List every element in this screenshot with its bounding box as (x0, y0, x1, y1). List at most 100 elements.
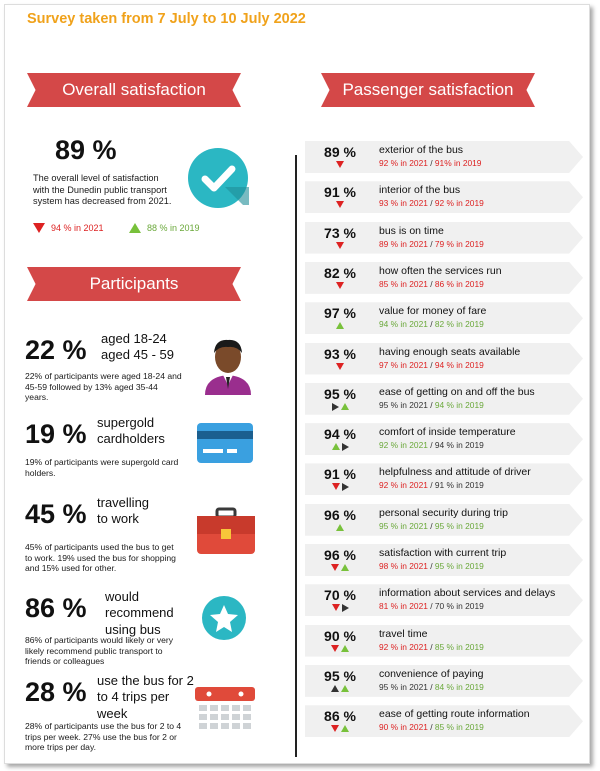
separator: / (427, 722, 435, 733)
row-comparison: 95 % in 2021 / 95 % in 2019 (379, 521, 484, 531)
decrease-icon (331, 644, 339, 652)
row-comparison: 92 % in 2021 / 94 % in 2019 (379, 440, 484, 450)
row-label: information about services and delays (379, 587, 556, 600)
no-change-icon (341, 483, 349, 492)
increase-icon (340, 402, 349, 410)
row-value: 96 % (324, 506, 356, 523)
comparison-2021: 97 % in 2021 (379, 359, 428, 370)
comparison-2021: 95 % in 2021 (379, 399, 428, 410)
satisfaction-row: 89 % exterior of the bus 92 % in 2021 / 91… (305, 141, 583, 173)
participant-label: aged 18-24 aged 45 - 59 (101, 331, 175, 363)
increase-icon (331, 443, 340, 451)
row-comparison: 89 % in 2021 / 79 % in 2019 (379, 239, 484, 249)
participant-text: 22% of participants were aged 18-24 and … (25, 371, 182, 403)
comparison-2019: 82 % in 2019 (434, 319, 484, 330)
satisfaction-row: 94 % comfort of inside temperature 92 % in… (305, 423, 583, 456)
overall-value: 89 % (55, 135, 117, 165)
calendar-icon (195, 681, 255, 742)
decrease-icon (331, 564, 339, 571)
row-value: 97 % (324, 305, 356, 322)
row-background (305, 463, 583, 496)
row-background (305, 261, 583, 294)
increase-icon (129, 223, 141, 233)
trend-indicators (323, 322, 357, 330)
separator: / (427, 440, 435, 451)
trend-indicators (323, 604, 357, 613)
row-comparison: 97 % in 2021 / 94 % in 2019 (379, 360, 484, 370)
decrease-icon (33, 223, 45, 233)
comparison-2019: 95 % in 2019 (434, 561, 484, 571)
decrease-icon (336, 362, 344, 370)
row-value: 91 % (324, 184, 356, 201)
row-comparison: 92 % in 2021 / 91 % in 2019 (379, 480, 484, 490)
no-change-icon (341, 443, 349, 452)
comparison-2019: 92 % in 2019 (434, 198, 484, 209)
comparison-2021: 94 % in 2021 (379, 319, 428, 330)
star-icon (201, 595, 247, 646)
satisfaction-row: 91 % interior of the bus 93 % in 2021 / 92… (305, 181, 583, 214)
participant-text: 45% of participants used the bus to get … (25, 542, 176, 574)
comparison-2019: 94 % in 2019 (434, 440, 484, 451)
participant-label: use the bus for 2 to 4 trips per week (97, 673, 194, 721)
separator: / (427, 520, 435, 531)
comparison-2019: 86 % in 2019 (434, 278, 484, 289)
row-background (305, 705, 583, 738)
satisfaction-row: 97 % value for money of fare 94 % in 2021 … (305, 302, 583, 335)
row-label: personal security during trip (379, 506, 508, 519)
trend-indicators (323, 725, 357, 733)
infographic-page: Survey taken from 7 July to 10 July 2022… (4, 4, 590, 764)
comparison-2019: 85 % in 2019 (434, 641, 484, 652)
comparison-2019: 85 % in 2019 (434, 722, 484, 733)
satisfaction-row: 90 % travel time 92 % in 2021 / 85 % in 20… (305, 624, 583, 657)
comparison-2021: 90 % in 2021 (379, 722, 428, 733)
participant-value: 19 % (25, 419, 87, 449)
row-background (305, 624, 583, 657)
trend-indicators (323, 483, 357, 492)
decrease-icon (336, 281, 344, 289)
row-background (305, 141, 583, 173)
participants-heading: Participants (27, 267, 241, 301)
row-comparison: 95 % in 2021 / 84 % in 2019 (379, 682, 484, 692)
decrease-icon (331, 483, 340, 491)
row-background (305, 221, 583, 254)
row-label: satisfaction with current trip (379, 547, 507, 559)
row-value: 86 % (324, 708, 356, 725)
row-label: value for money of fare (379, 305, 487, 318)
decrease-icon (336, 161, 344, 168)
row-label: having enough seats available (379, 345, 521, 358)
no-change-icon (331, 402, 339, 411)
comparison-2021: 95 % in 2021 (379, 520, 428, 531)
comparison-2021: 92 % in 2021 (379, 158, 428, 168)
trend-indicators (323, 684, 357, 692)
comparison-2019: 91% in 2019 (434, 158, 482, 168)
comparison-2021: 98 % in 2021 (379, 561, 428, 571)
participant-label: would recommend using bus (105, 589, 174, 637)
row-label: ease of getting on and off the bus (379, 385, 535, 398)
separator: / (427, 480, 435, 491)
satisfaction-row: 70 % information about services and delay… (305, 584, 583, 617)
satisfaction-row: 96 % personal security during trip 95 % in… (305, 503, 583, 536)
row-value: 70 % (324, 587, 356, 604)
separator: / (427, 319, 435, 330)
row-value: 82 % (324, 264, 356, 281)
comparison-2021: 89 % in 2021 (379, 238, 428, 249)
increase-icon (341, 564, 349, 571)
row-comparison: 92 % in 2021 / 85 % in 2019 (379, 642, 484, 652)
satisfaction-row: 95 % ease of getting on and off the bus 95… (305, 382, 583, 415)
row-background (305, 664, 583, 697)
satisfaction-row: 86 % ease of getting route information 90 … (305, 705, 583, 738)
participant-text: 19% of participants were supergold card … (25, 457, 179, 478)
comparison-2019: 79 % in 2019 (434, 238, 484, 249)
row-value: 93 % (324, 345, 356, 362)
participant-text: 28% of participants use the bus for 2 to… (25, 721, 182, 753)
trend-indicators (323, 402, 357, 411)
overall-2021: 94 % in 2021 (33, 223, 104, 233)
comparison-2021: 92 % in 2021 (379, 641, 428, 652)
separator: / (427, 278, 435, 289)
row-value: 94 % (324, 426, 356, 443)
increase-icon (341, 725, 349, 733)
decrease-icon (336, 201, 344, 209)
separator: / (427, 601, 435, 612)
satisfaction-row: 82 % how often the services run 85 % in 20… (305, 261, 583, 294)
row-background (305, 584, 583, 617)
